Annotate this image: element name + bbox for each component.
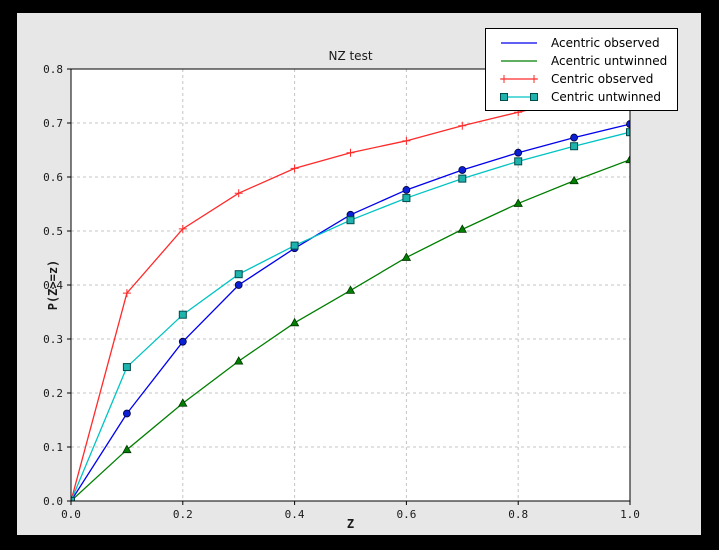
chart-canvas: 0.0 0.2 0.4 0.6 0.8 1.0 0.0 0.1 0.2 0.3 0.4 0.5 0.6 0… — [43, 63, 640, 521]
legend-label: Centric observed — [551, 71, 654, 86]
marker-triangle — [122, 444, 132, 454]
legend-item: Acentric untwinned — [499, 52, 667, 69]
marker-plus — [122, 289, 131, 298]
y-tick-label: 0.0 — [43, 495, 63, 508]
figure-canvas: 0.0 0.2 0.4 0.6 0.8 1.0 0.0 0.1 0.2 0.3 0.4 0.5 0.6 0… — [17, 13, 701, 535]
y-axis-label: P(Z>=z) — [46, 259, 60, 311]
x-tick-label: 1.0 — [620, 508, 640, 521]
series-markers-centric-untwinned — [71, 128, 630, 501]
x-axis-label: Z — [346, 517, 355, 531]
legend-label: Acentric observed — [551, 35, 660, 50]
marker-circle — [402, 186, 411, 194]
plot-area — [71, 69, 630, 501]
marker-plus — [234, 189, 243, 198]
marker-square — [234, 270, 243, 279]
marker-square — [402, 194, 411, 203]
x-tick-label: 0.8 — [508, 508, 528, 521]
y-tick-label: 0.3 — [43, 333, 63, 346]
y-tick-label: 0.6 — [43, 171, 63, 184]
legend-sample-line — [500, 74, 538, 83]
chart-title: NZ test — [328, 49, 373, 63]
legend-item: Centric observed — [499, 70, 667, 87]
marker-plus — [458, 121, 467, 130]
marker-square — [514, 157, 523, 166]
marker-circle — [178, 337, 187, 346]
legend-sample-line — [500, 92, 538, 101]
marker-circle — [458, 166, 467, 174]
legend-item: Acentric observed — [499, 34, 667, 51]
legend: Acentric observed Acentric untwinned Centr… — [485, 28, 679, 111]
marker-plus — [178, 224, 187, 233]
marker-square — [626, 128, 630, 137]
marker-square — [178, 310, 187, 319]
marker-triangle — [178, 398, 188, 407]
marker-triangle — [457, 224, 467, 233]
marker-circle — [626, 120, 630, 128]
legend-label: Acentric untwinned — [551, 53, 668, 68]
y-tick-label: 0.2 — [43, 387, 63, 400]
legend-label: Centric untwinned — [551, 89, 662, 104]
x-tick-label: 0.6 — [396, 508, 416, 521]
legend-sample-line — [501, 59, 537, 62]
x-tick-label: 0.4 — [285, 508, 305, 521]
x-tick-label: 0.2 — [173, 508, 193, 521]
y-tick-label: 0.5 — [43, 225, 63, 238]
marker-triangle — [625, 154, 630, 164]
y-tick-label: 0.4 — [43, 279, 63, 292]
marker-square — [346, 216, 355, 225]
series-markers-acentric-untwinned — [71, 154, 630, 501]
y-tick-label: 0.8 — [43, 63, 63, 76]
marker-circle — [570, 133, 578, 142]
marker-triangle — [513, 198, 523, 207]
marker-triangle — [401, 252, 412, 261]
marker-triangle — [569, 175, 579, 185]
marker-circle — [514, 148, 523, 157]
marker-plus — [290, 164, 299, 173]
marker-circle — [234, 281, 243, 289]
marker-triangle — [234, 356, 244, 365]
marker-square — [122, 363, 131, 372]
x-tick-label: 0.0 — [61, 508, 81, 521]
marker-square — [71, 497, 75, 501]
marker-square — [458, 174, 467, 183]
marker-square — [570, 142, 579, 151]
legend-sample-line — [501, 41, 537, 44]
marker-triangle — [345, 285, 356, 294]
marker-circle — [123, 409, 131, 418]
y-tick-label: 0.1 — [43, 441, 63, 454]
marker-square — [290, 241, 299, 250]
marker-plus — [346, 148, 355, 157]
y-tick-label: 0.7 — [43, 117, 63, 130]
marker-plus — [402, 136, 411, 145]
marker-triangle — [289, 317, 300, 327]
legend-item: Centric untwinned — [499, 88, 667, 105]
